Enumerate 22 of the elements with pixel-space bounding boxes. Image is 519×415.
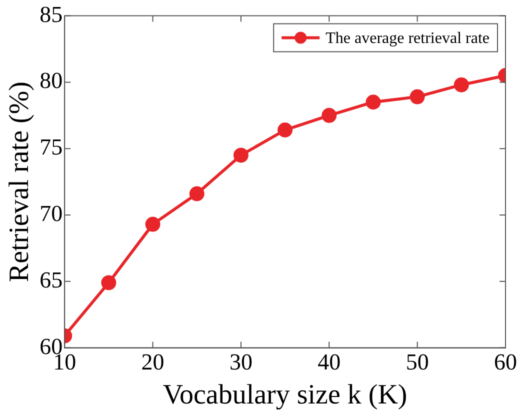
y-axis-title: Retrieval rate (%): [4, 82, 36, 282]
y-tick-label: 85: [40, 2, 63, 27]
y-tick-label: 75: [40, 134, 63, 160]
point: [233, 148, 248, 163]
y-tick-label: 65: [40, 267, 63, 292]
x-tick-label: 60: [494, 350, 517, 375]
y-tick-label: 70: [40, 201, 63, 226]
x-tick-label: 40: [318, 350, 341, 375]
x-tick-label: 30: [229, 350, 252, 375]
point: [189, 186, 204, 202]
point: [278, 122, 293, 138]
point: [454, 77, 469, 92]
point: [145, 216, 160, 232]
x-axis-title: Vocabulary size k (K): [162, 380, 408, 411]
point: [366, 94, 381, 110]
x-tick-label: 50: [406, 350, 429, 375]
x-tick-label: 20: [141, 350, 164, 375]
point: [101, 275, 116, 290]
y-tick-label: 80: [40, 68, 63, 94]
point: [322, 108, 337, 123]
legend-label: The average retrieval rate: [326, 30, 490, 48]
point: [410, 89, 425, 104]
